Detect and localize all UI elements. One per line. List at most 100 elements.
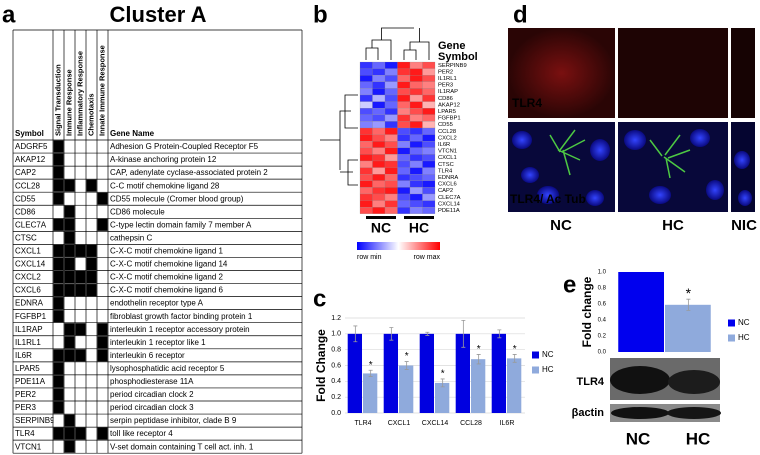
membership-cell [64, 271, 75, 284]
heatmap-cell [409, 108, 423, 115]
x-tick-label: CXCL1 [388, 420, 411, 427]
gene-symbol: SERPINB9 [15, 416, 55, 425]
membership-cell [64, 284, 75, 297]
membership-cell [97, 179, 108, 192]
heatmap-cell [359, 193, 373, 201]
gene-symbol: TLR4 [15, 429, 35, 438]
heatmap-cell [372, 114, 386, 122]
heatmap-cell [359, 134, 373, 142]
heatmap-cell [372, 75, 386, 82]
heatmap-cell [397, 61, 411, 69]
gene-name: Adhesion G Protein-Coupled Receptor F5 [110, 142, 259, 151]
heatmap-cell [359, 68, 373, 76]
gene-label: IL1RAP [438, 89, 458, 95]
band-label: TLR4 [577, 376, 605, 388]
heatmap-cell [384, 147, 398, 155]
heatmap-cell [384, 108, 398, 115]
heatmap-cell [409, 75, 423, 82]
gene-name: cathepsin C [110, 233, 152, 242]
membership-cell [53, 244, 64, 257]
gene-symbol: PER3 [15, 403, 36, 412]
heatmap-cell [422, 154, 436, 162]
heatmap-cell [372, 68, 386, 76]
bar [455, 333, 470, 413]
heatmap-cell [384, 127, 398, 135]
membership-cell [53, 297, 64, 310]
x-tick-label: CXCL14 [422, 420, 449, 427]
gene-label: PER2 [438, 69, 453, 75]
membership-cell [75, 179, 86, 192]
column-header: Symbol [15, 129, 44, 138]
membership-cell [64, 440, 75, 453]
heatmap-cell [384, 114, 398, 122]
heatmap-cell [372, 101, 386, 109]
heatmap-cell [409, 88, 423, 96]
heatmap-cell [397, 187, 411, 195]
membership-cell [97, 427, 108, 440]
heatmap-cell [409, 193, 423, 201]
lane-label: HC [686, 429, 711, 448]
heatmap-cell [384, 61, 398, 69]
bar [363, 373, 378, 413]
heatmap-cell [359, 187, 373, 195]
heatmap-cell [359, 114, 373, 122]
panel-letter: a [2, 1, 16, 28]
gene-symbol: AKAP12 [15, 155, 46, 164]
membership-cell [53, 349, 64, 362]
heatmap-cell [372, 121, 386, 129]
membership-cell [75, 153, 86, 166]
gene-symbol: CD55 [15, 194, 36, 203]
condition-label: HC [662, 217, 684, 234]
heatmap-cell [422, 114, 436, 122]
column-header: Gene Name [110, 129, 155, 138]
significance-mark: * [441, 369, 445, 380]
significance-mark: * [477, 344, 481, 355]
gene-symbol: IL1RL1 [15, 338, 41, 347]
gene-label: CAP2 [438, 188, 453, 194]
membership-cell [97, 310, 108, 323]
membership-cell [53, 179, 64, 192]
heatmap-cell [359, 141, 373, 148]
group-label: HC [409, 220, 429, 236]
heatmap-cell [397, 108, 411, 115]
heatmap-cell [384, 75, 398, 82]
heatmap-cell [409, 167, 423, 175]
membership-cell [97, 244, 108, 257]
membership-cell [53, 362, 64, 375]
gene-symbol: CXCL14 [15, 260, 46, 269]
membership-cell [75, 349, 86, 362]
condition-label: NC [550, 217, 572, 234]
gene-name: V-set domain containing T cell act. inh.… [110, 442, 254, 451]
heatmap-cell [397, 193, 411, 201]
membership-cell [86, 257, 97, 270]
heatmap-cell [372, 200, 386, 208]
heatmap-cell [409, 94, 423, 102]
gene-name: period circadian clock 3 [110, 403, 194, 412]
gene-label: TLR4 [438, 168, 453, 174]
band-label: βactin [572, 407, 605, 419]
gene-name: CD55 molecule (Cromer blood group) [110, 194, 244, 203]
significance-mark: * [513, 344, 517, 355]
x-tick-label: CCL28 [460, 420, 482, 427]
column-header: Signal Transduction [53, 64, 62, 136]
membership-cell [97, 218, 108, 231]
gene-label: CXCL6 [438, 182, 457, 188]
membership-cell [97, 284, 108, 297]
membership-cell [64, 231, 75, 244]
gene-name: C-X-C motif chemokine ligand 14 [110, 260, 228, 269]
gene-symbol: EDNRA [15, 299, 44, 308]
heatmap-cell [422, 94, 436, 102]
membership-cell [97, 388, 108, 401]
bar [507, 358, 522, 413]
membership-cell [75, 388, 86, 401]
error-bar [686, 298, 691, 311]
heatmap-cell [422, 207, 436, 214]
membership-cell [64, 205, 75, 218]
membership-cell [97, 375, 108, 388]
heatmap-cell [359, 200, 373, 208]
stain-label: Ac Tub [546, 192, 586, 206]
heatmap-cell [372, 81, 386, 89]
heatmap-cell [372, 88, 386, 96]
membership-cell [75, 427, 86, 440]
